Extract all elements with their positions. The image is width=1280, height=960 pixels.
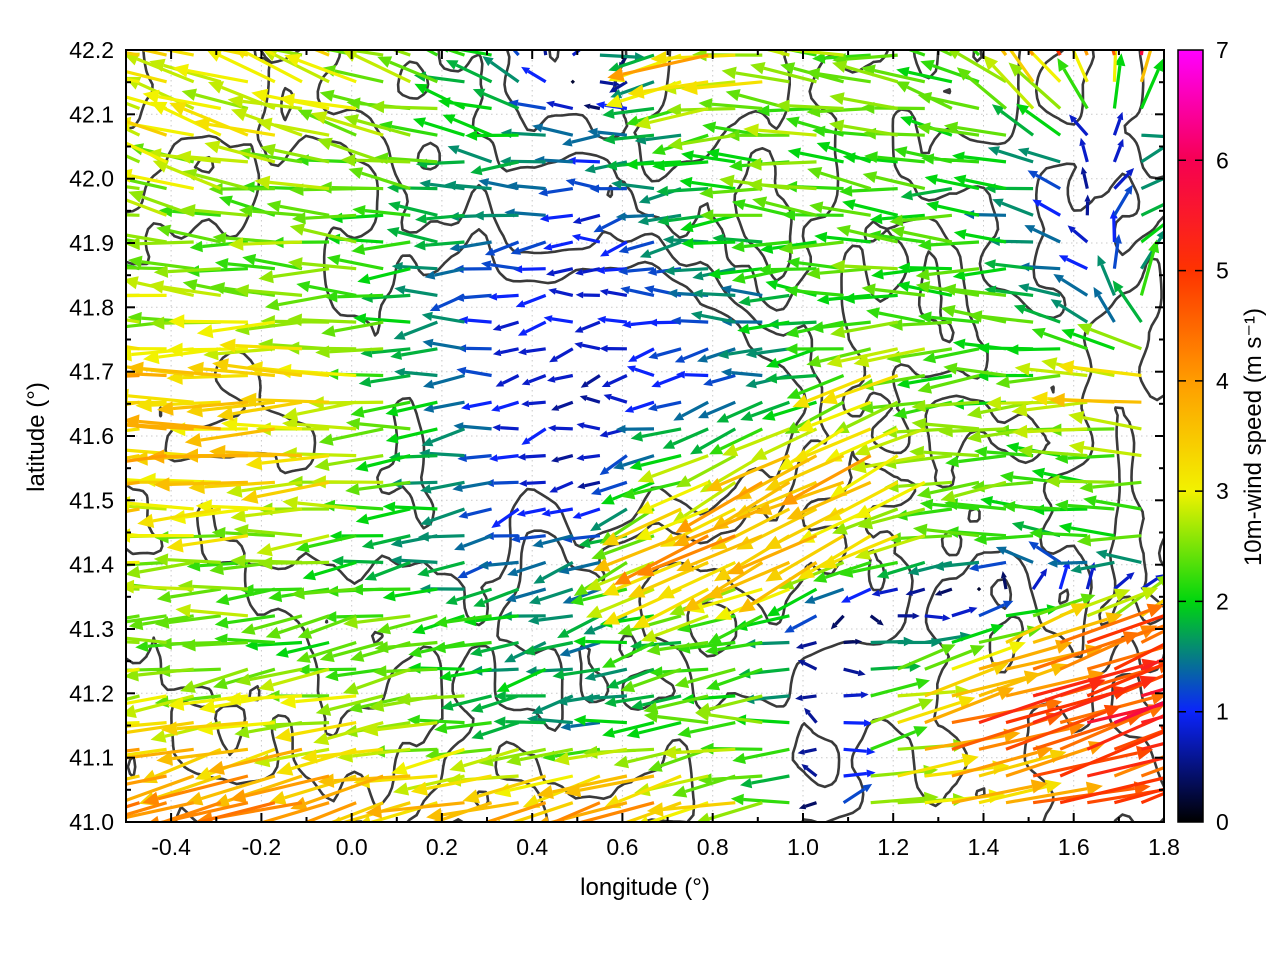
colorbar-tick-label: 5 [1216,258,1229,284]
y-axis-label: latitude (°) [23,382,50,492]
axis-ticks [126,49,1165,823]
x-tick-label: 0.4 [516,834,548,860]
x-axis-label: longitude (°) [580,874,710,901]
colorbar-tick-label: 2 [1216,588,1229,614]
y-tick-label: 41.1 [69,745,114,771]
y-tick-label: 42.2 [69,37,114,63]
x-tick-label: -0.2 [242,834,282,860]
wind-vector-heads [126,414,1103,822]
wind-vector-shafts [126,534,1164,822]
colorbar-tick-label: 6 [1216,147,1229,173]
colorbar-tick-label: 4 [1216,368,1229,394]
wind-vector-heads [1088,658,1159,692]
x-tick-label: 0.8 [697,834,729,860]
wind-vector-shafts [126,50,1091,822]
colorbar-label: 10m-wind speed (m s⁻¹) [1240,307,1267,567]
y-tick-label: 41.0 [69,809,114,835]
x-tick-label: 0.0 [336,834,368,860]
x-tick-label: 1.2 [877,834,909,860]
axis-tick-labels: -0.4 -0.2 0.0 0.2 0.4 0.6 0.8 1.0 1.2 1.4 1.6 1.8 41… [69,37,1180,860]
colorbar-gradient [1178,50,1203,822]
wind-vector-shafts [343,53,1164,785]
x-tick-label: 1.0 [787,834,819,860]
wind-vector-heads [492,100,1164,699]
wind-vector-heads [1249,613,1271,699]
colorbar: 0 1 2 3 4 5 6 7 [1177,37,1229,835]
wind-vector-shafts [499,50,1159,698]
y-tick-label: 41.4 [69,552,114,578]
wind-vectors [126,50,1279,822]
wind-vector-shafts [401,53,1164,725]
wind-vector-shafts [589,54,1008,808]
wind-vector-shafts [543,50,1090,778]
colorbar-tick-label: 3 [1216,478,1229,504]
x-tick-label: 1.8 [1148,834,1180,860]
y-tick-label: 41.3 [69,616,114,642]
wind-vector-shafts [437,50,1130,805]
x-tick-label: -0.4 [151,834,191,860]
y-tick-label: 41.8 [69,294,114,320]
colorbar-tick-label: 0 [1216,809,1229,835]
y-tick-label: 42.1 [69,101,114,127]
colorbar-tick-label: 7 [1216,37,1229,63]
wind-vector-shafts [126,371,1088,822]
x-tick-label: 1.6 [1058,834,1090,860]
colorbar-tick-label: 1 [1216,699,1229,725]
colorbar-border [1177,49,1204,823]
x-tick-label: 0.6 [606,834,638,860]
y-tick-label: 41.6 [69,423,114,449]
y-tick-label: 41.7 [69,359,114,385]
wind-vector-shafts [467,69,1116,778]
wind-vector-shafts [126,608,1164,822]
y-tick-label: 42.0 [69,166,114,192]
wind-vector-shafts [978,664,1164,778]
wind-vector-heads [1103,704,1154,760]
wind-vector-shafts [1113,50,1164,725]
wind-vector-heads [390,52,1164,725]
y-tick-label: 41.9 [69,230,114,256]
y-tick-label: 41.2 [69,680,114,706]
x-tick-label: 0.2 [426,834,458,860]
x-tick-label: 1.4 [968,834,1000,860]
wind-vector-shafts [126,50,1153,822]
wind-vector-heads [1209,653,1279,701]
y-tick-label: 41.5 [69,487,114,513]
